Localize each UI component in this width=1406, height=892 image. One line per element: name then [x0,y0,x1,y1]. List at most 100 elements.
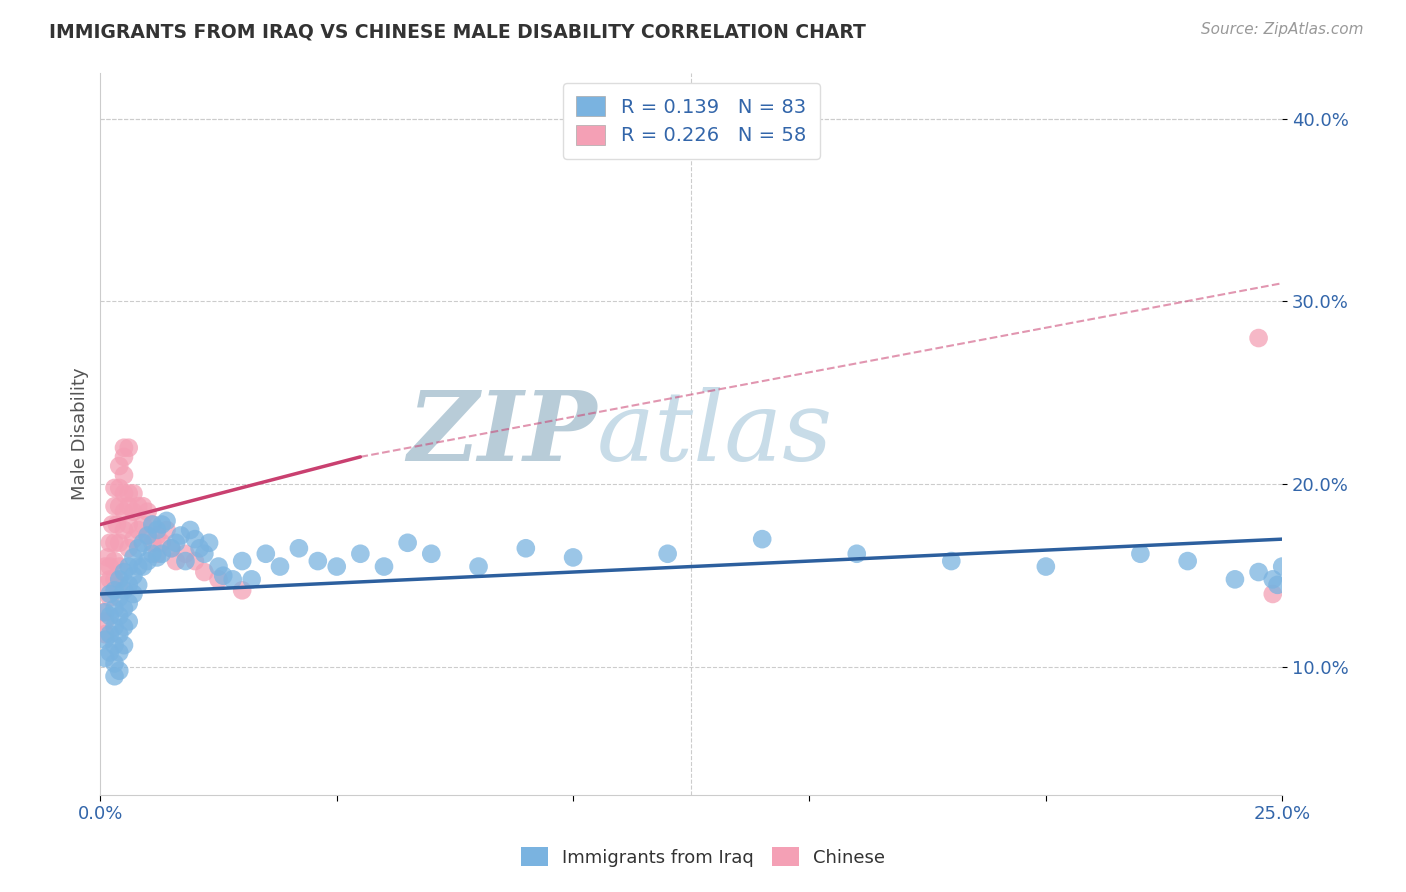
Point [118,541,141,556]
Point [1035,559,1057,574]
Point [1261,572,1284,586]
Point [1267,578,1289,592]
Point [396,536,419,550]
Point [160,541,183,556]
Point [91,605,114,619]
Point [136,528,159,542]
Point [108,627,131,641]
Point [112,468,135,483]
Point [118,578,141,592]
Point [165,554,187,568]
Point [94,615,117,629]
Point [373,559,395,574]
Point [103,481,125,495]
Point [98,608,121,623]
Point [108,458,131,473]
Point [657,547,679,561]
Text: IMMIGRANTS FROM IRAQ VS CHINESE MALE DISABILITY CORRELATION CHART: IMMIGRANTS FROM IRAQ VS CHINESE MALE DIS… [49,22,866,41]
Point [122,505,145,519]
Text: atlas: atlas [596,387,832,481]
Point [94,627,117,641]
Point [132,500,155,514]
Point [94,605,117,619]
Point [288,541,311,556]
Point [193,565,215,579]
Point [112,450,135,464]
Point [118,559,141,574]
Point [103,601,125,615]
Point [103,554,125,568]
Point [1247,565,1270,579]
Point [132,517,155,532]
Point [193,547,215,561]
Text: Source: ZipAtlas.com: Source: ZipAtlas.com [1201,22,1364,37]
Point [127,578,149,592]
Point [108,559,131,574]
Point [562,550,585,565]
Point [122,587,145,601]
Point [112,638,135,652]
Point [141,517,163,532]
Point [222,572,245,586]
Point [118,615,141,629]
Point [141,517,163,532]
Point [160,541,183,556]
Point [122,532,145,546]
Point [174,554,197,568]
Point [101,517,124,532]
Point [118,596,141,610]
Point [98,645,121,659]
Point [184,554,207,568]
Point [146,550,169,565]
Point [122,486,145,500]
Point [108,481,131,495]
Point [108,608,131,623]
Point [146,523,169,537]
Point [112,583,135,598]
Point [212,568,235,582]
Point [127,523,149,537]
Point [1129,547,1152,561]
Point [150,536,173,550]
Point [155,523,177,537]
Point [98,559,121,574]
Point [103,638,125,652]
Point [941,554,963,568]
Point [198,536,221,550]
Point [103,536,125,550]
Point [112,441,135,455]
Point [1261,587,1284,601]
Point [150,547,173,561]
Point [122,550,145,565]
Point [150,517,173,532]
Point [420,547,443,561]
Point [136,505,159,519]
Point [845,547,868,561]
Point [349,547,371,561]
Point [515,541,537,556]
Point [207,572,229,586]
Point [127,559,149,574]
Point [112,486,135,500]
Point [179,523,201,537]
Point [103,620,125,634]
Point [141,547,163,561]
Point [108,500,131,514]
Point [118,517,141,532]
Point [94,559,117,574]
Point [94,578,117,592]
Point [1177,554,1199,568]
Point [103,572,125,586]
Point [136,528,159,542]
Point [307,554,329,568]
Point [108,591,131,605]
Point [98,591,121,605]
Point [174,547,197,561]
Point [188,541,211,556]
Point [98,536,121,550]
Point [132,559,155,574]
Point [105,517,128,532]
Point [467,559,489,574]
Point [98,572,121,586]
Text: ZIP: ZIP [408,387,596,481]
